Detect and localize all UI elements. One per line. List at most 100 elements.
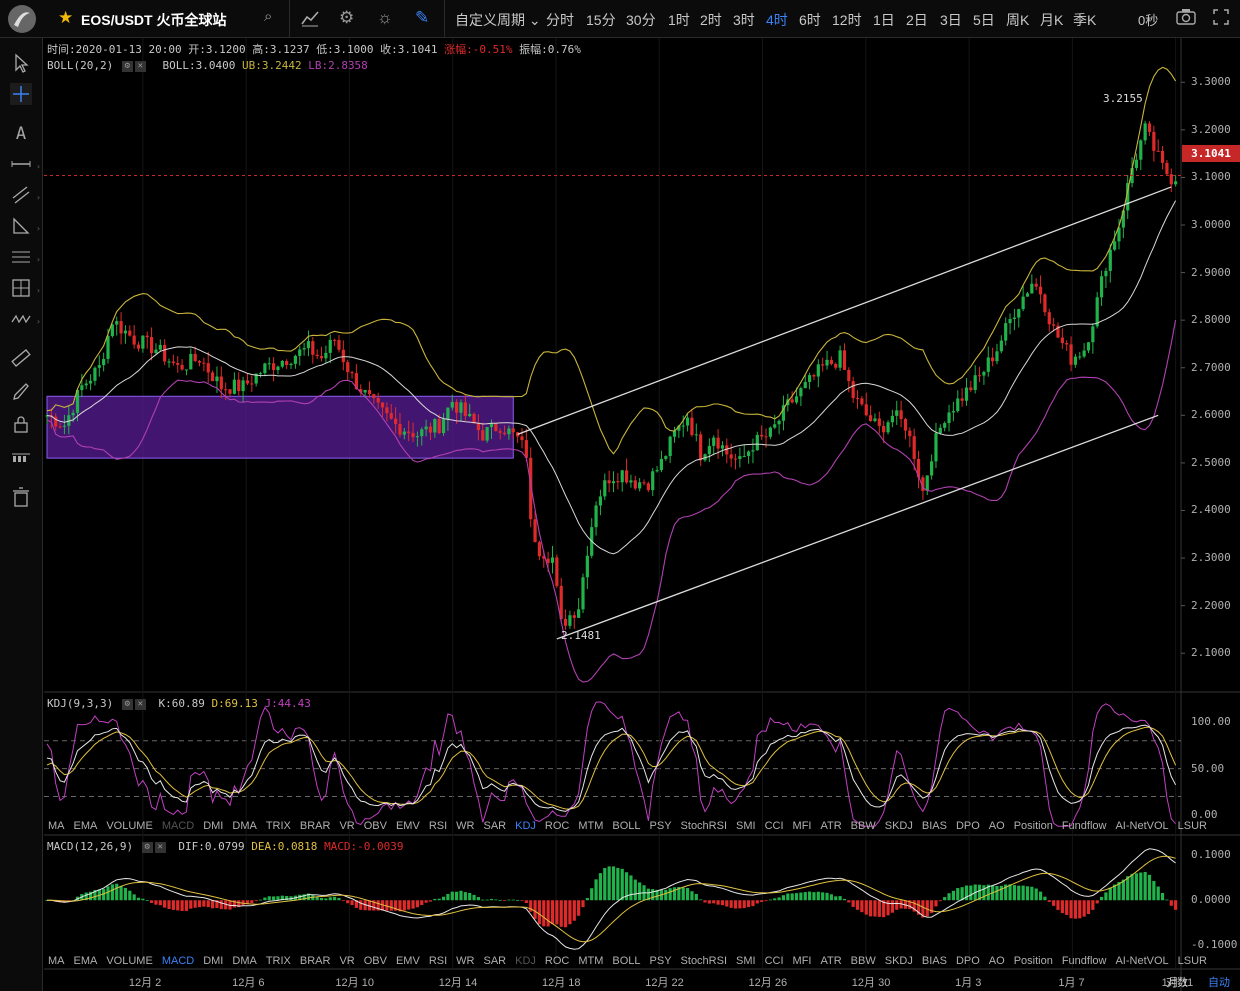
- text-tool-icon[interactable]: A: [15, 124, 27, 144]
- chart-type-icon[interactable]: [300, 8, 320, 33]
- indicator-tab[interactable]: OBV: [363, 820, 387, 832]
- kdj-close-icon[interactable]: ✕: [134, 698, 146, 710]
- indicator-tab[interactable]: PSY: [649, 820, 672, 832]
- indicator-tab[interactable]: MFI: [792, 955, 812, 967]
- triangle-tool-icon[interactable]: [10, 215, 32, 237]
- period-tab[interactable]: 3时: [733, 12, 755, 28]
- indicator-tab[interactable]: EMA: [73, 955, 98, 967]
- indicator-tab[interactable]: KDJ: [515, 820, 536, 832]
- period-tab[interactable]: 3日: [940, 12, 962, 28]
- period-tab[interactable]: 周K: [1006, 12, 1030, 28]
- indicator-tab[interactable]: AI-NetVOL: [1115, 955, 1169, 967]
- indicator-tab[interactable]: ROC: [544, 820, 570, 832]
- indicator-tab[interactable]: Position: [1013, 820, 1053, 832]
- indicator-tab[interactable]: BBW: [850, 820, 876, 832]
- log-scale-toggle[interactable]: 对数: [1166, 977, 1188, 989]
- period-tab[interactable]: 2日: [906, 12, 928, 28]
- indicator-tab[interactable]: MA: [48, 820, 65, 832]
- indicator-tab[interactable]: RSI: [428, 820, 448, 832]
- draw-pen-icon[interactable]: ✎: [415, 8, 430, 27]
- brush-icon[interactable]: [10, 381, 32, 403]
- indicator-tab[interactable]: StochRSI: [680, 820, 728, 832]
- indicator-tab[interactable]: MACD: [161, 820, 195, 832]
- period-tab[interactable]: 分时: [546, 12, 574, 28]
- indicator-tab[interactable]: Fundflow: [1061, 820, 1107, 832]
- indicator-tab[interactable]: ATR: [820, 820, 842, 832]
- indicator-tab[interactable]: DMA: [232, 955, 257, 967]
- expand-arrow-icon[interactable]: ›: [36, 317, 41, 326]
- settings-gear-icon[interactable]: ⚙: [339, 8, 355, 27]
- indicator-tab[interactable]: DPO: [955, 820, 980, 832]
- auto-scale-toggle[interactable]: 自动: [1208, 977, 1230, 989]
- indicator-tab[interactable]: BBW: [850, 955, 876, 967]
- indicator-tab[interactable]: AO: [988, 955, 1005, 967]
- ruler-icon[interactable]: [10, 347, 32, 369]
- indicator-tab[interactable]: MTM: [578, 820, 604, 832]
- indicator-tab[interactable]: DPO: [955, 955, 980, 967]
- lock-icon[interactable]: [10, 413, 32, 435]
- indicator-tab[interactable]: BRAR: [299, 955, 331, 967]
- visibility-toggle-icon[interactable]: [10, 445, 32, 467]
- period-tab[interactable]: 季K: [1073, 12, 1097, 28]
- indicator-tab[interactable]: BOLL: [612, 820, 641, 832]
- period-tab[interactable]: 6时: [799, 12, 821, 28]
- kdj-settings-icon[interactable]: ⚙: [121, 698, 133, 710]
- indicator-tab[interactable]: VOLUME: [106, 820, 153, 832]
- fullscreen-icon[interactable]: [1212, 8, 1230, 31]
- period-tab-active[interactable]: 4时: [766, 12, 788, 28]
- expand-arrow-icon[interactable]: ›: [36, 286, 41, 295]
- indicator-tab[interactable]: VR: [339, 820, 355, 832]
- indicator-tab[interactable]: SKDJ: [884, 955, 913, 967]
- indicator-tab[interactable]: DMI: [203, 820, 224, 832]
- favorite-star-icon[interactable]: ★: [58, 8, 74, 27]
- indicator-tab[interactable]: SMI: [736, 955, 756, 967]
- trash-icon[interactable]: [10, 486, 32, 508]
- indicator-tab[interactable]: TRIX: [265, 820, 291, 832]
- horizontal-line-icon[interactable]: [10, 153, 32, 175]
- indicator-tab[interactable]: ROC: [544, 955, 570, 967]
- indicator-tab[interactable]: VR: [339, 955, 355, 967]
- fibonacci-icon[interactable]: [10, 246, 32, 268]
- expand-arrow-icon[interactable]: ›: [36, 193, 41, 202]
- custom-period-dropdown[interactable]: 自定义周期 ⌄: [455, 12, 541, 28]
- period-tab[interactable]: 5日: [973, 12, 995, 28]
- crosshair-icon[interactable]: [10, 83, 32, 105]
- indicator-tab[interactable]: RSI: [428, 955, 448, 967]
- period-tab[interactable]: 1日: [873, 12, 895, 28]
- indicator-tab[interactable]: LSUR: [1177, 955, 1207, 967]
- parallel-channel-icon[interactable]: [10, 184, 32, 206]
- indicator-tab[interactable]: MTM: [578, 955, 604, 967]
- grid-pattern-icon[interactable]: [10, 277, 32, 299]
- period-tab[interactable]: 月K: [1040, 12, 1064, 28]
- indicator-tab[interactable]: WR: [456, 820, 475, 832]
- indicator-tab[interactable]: DMI: [203, 955, 224, 967]
- indicator-tab[interactable]: BIAS: [921, 955, 947, 967]
- wave-pattern-icon[interactable]: [10, 308, 32, 330]
- indicator-tab[interactable]: BRAR: [299, 820, 331, 832]
- period-tab[interactable]: 15分: [586, 12, 616, 28]
- indicator-tab[interactable]: VOLUME: [106, 955, 153, 967]
- indicator-tab[interactable]: ATR: [820, 955, 842, 967]
- indicator-tab[interactable]: KDJ: [515, 955, 536, 967]
- camera-icon[interactable]: [1176, 8, 1196, 31]
- expand-arrow-icon[interactable]: ›: [36, 162, 41, 171]
- indicator-tab[interactable]: SKDJ: [884, 820, 913, 832]
- indicator-tab[interactable]: Position: [1013, 955, 1053, 967]
- indicator-tab[interactable]: TRIX: [265, 955, 291, 967]
- indicator-tab[interactable]: SMI: [736, 820, 756, 832]
- indicator-tab[interactable]: StochRSI: [680, 955, 728, 967]
- boll-settings-icon[interactable]: ⚙: [121, 60, 133, 72]
- indicator-tab[interactable]: MACD: [161, 955, 195, 967]
- theme-sun-icon[interactable]: ☼: [377, 8, 393, 27]
- indicator-tab[interactable]: SAR: [483, 820, 507, 832]
- indicator-tab[interactable]: EMA: [73, 820, 98, 832]
- indicator-tab[interactable]: PSY: [649, 955, 672, 967]
- macd-close-icon[interactable]: ✕: [154, 841, 166, 853]
- expand-arrow-icon[interactable]: ›: [36, 224, 41, 233]
- cursor-arrow-icon[interactable]: [10, 52, 32, 74]
- indicator-tab[interactable]: MA: [48, 955, 65, 967]
- symbol-selector[interactable]: EOS/USDT 火币全球站: [81, 12, 227, 28]
- expand-arrow-icon[interactable]: ›: [36, 255, 41, 264]
- indicator-tab[interactable]: AO: [988, 820, 1005, 832]
